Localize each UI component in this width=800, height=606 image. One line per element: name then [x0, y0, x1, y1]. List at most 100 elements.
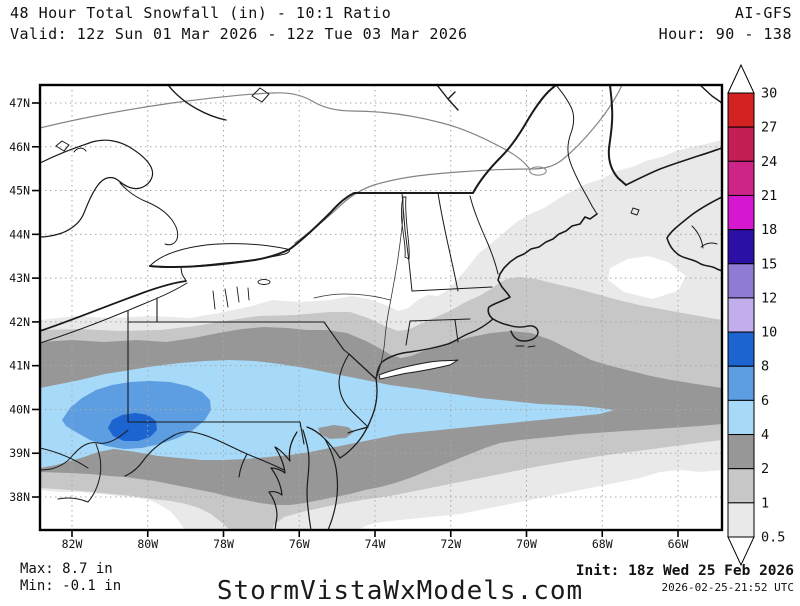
grand-manan-island: [630, 207, 640, 216]
pa-borders: [127, 297, 325, 445]
colorbar-cell: [727, 331, 755, 367]
header-row-2: Valid: 12z Sun 01 Mar 2026 - 12z Tue 03 …: [10, 25, 792, 43]
finger-lakes: [212, 279, 271, 310]
lat-tick-label: 38N: [9, 490, 30, 504]
georgian-bay-coast: [40, 139, 154, 238]
colorbar-tick-label: 21: [761, 188, 777, 204]
colorbar-tick-label: 8: [761, 359, 769, 375]
colorbar-cell: [727, 194, 755, 231]
longitude-axis: 82W 80W 78W 76W 74W 72W 70W 68W 66W: [62, 530, 689, 551]
colorbar-tick-label: 27: [761, 120, 777, 136]
nj-coastline: [339, 378, 378, 459]
lat-tick-label: 42N: [9, 315, 30, 329]
colorbar-cell: [727, 434, 755, 470]
lon-tick-label: 80W: [137, 537, 158, 551]
nantucket-marthas-vineyard: [515, 345, 536, 348]
snow-band-2in-island-nj: [318, 425, 354, 439]
delmarva-atlantic-coast: [324, 438, 339, 530]
ny-vt-border: [401, 192, 413, 292]
lon-tick-label: 68W: [592, 537, 613, 551]
latitude-axis: 47N 46N 45N 44N 43N 42N 41N 40N 39N 38N: [9, 96, 40, 504]
potomac-river: [124, 431, 285, 478]
snow-band-8in-max: [108, 413, 157, 441]
colorbar-cell: [727, 126, 755, 162]
colorbar-tick-label: 0.5: [761, 530, 785, 546]
st-john-river: [555, 85, 598, 215]
colorbar-cell: [727, 502, 755, 538]
min-value-label: Min: -0.1 in: [20, 578, 122, 594]
quebec-river-segment: [436, 85, 459, 111]
gulf-of-maine-white-hole: [608, 256, 686, 299]
init-utc-label: 2026-02-25-21:52 UTC: [661, 581, 794, 594]
hudson-river: [313, 197, 404, 380]
colorbar-tick-label: 30: [761, 86, 777, 102]
page-title: 48 Hour Total Snowfall (in) - 10:1 Ratio: [10, 4, 392, 22]
init-block: Init: 18z Wed 25 Feb 2026 2026-02-25-21:…: [576, 563, 794, 594]
lat-tick-label: 45N: [9, 184, 30, 198]
lat-tick-label: 41N: [9, 359, 30, 373]
colorbar-arrow-down-icon: [727, 536, 755, 567]
forecast-hour-label: Hour: 90 - 138: [658, 25, 792, 43]
ma-north-border: [411, 286, 493, 292]
lon-tick-label: 66W: [668, 537, 689, 551]
colorbar-tick-label: 24: [761, 154, 777, 170]
colorbar-tick-label: 6: [761, 393, 769, 409]
ny-nj-border: [348, 353, 377, 380]
lon-tick-label: 74W: [365, 537, 386, 551]
init-time-label: Init: 18z Wed 25 Feb 2026: [575, 563, 794, 579]
ohio-river-wv-borders: [40, 429, 129, 503]
nh-me-border: [469, 195, 499, 275]
nova-scotia-coast: [666, 196, 722, 272]
lat-tick-label: 39N: [9, 446, 30, 460]
colorbar-tick-label: 1: [761, 495, 769, 511]
lat-tick-label: 46N: [9, 140, 30, 154]
colorbar-tick-label: 10: [761, 325, 777, 341]
ma-south-ct-ri-borders: [405, 318, 471, 346]
map-frame: [38, 83, 724, 532]
model-label: AI-GFS: [734, 4, 792, 22]
long-island: [378, 359, 459, 380]
lat-tick-label: 44N: [9, 227, 30, 241]
colorbar-cell: [727, 263, 755, 299]
delaware-river-border: [323, 321, 369, 428]
geography-lines: [40, 85, 722, 530]
chesapeake-bay-west-shore: [268, 431, 298, 530]
colorbar-arrow-up-icon: [727, 63, 755, 94]
lake-erie-south-shore: [40, 282, 188, 344]
colorbar-tick-label: 4: [761, 427, 769, 443]
chaleur-coast-segment: [699, 85, 722, 104]
manitoulin-islets: [55, 140, 87, 153]
colorbar-cell: [727, 468, 755, 504]
colorbar-cell: [727, 92, 755, 128]
lon-tick-label: 76W: [289, 537, 310, 551]
colorbar-tick-label: 2: [761, 461, 769, 477]
ottawa-river: [40, 92, 530, 169]
niagara-river: [180, 267, 187, 282]
cape-cod-coastline: [507, 324, 539, 342]
colorbar-cell: [727, 365, 755, 401]
new-brunswick-coast: [625, 147, 722, 186]
lon-tick-label: 70W: [516, 537, 537, 551]
extremes-block: Max: 8.7 in Min: -0.1 in: [20, 561, 121, 595]
colorbar-cell: [727, 160, 755, 196]
maine-nb-border: [607, 85, 627, 186]
colorbar-tick-label: 12: [761, 290, 777, 306]
nova-scotia-inner: [691, 225, 718, 249]
lat-tick-label: 43N: [9, 271, 30, 285]
valid-period-label: Valid: 12z Sun 01 Mar 2026 - 12z Tue 03 …: [10, 25, 468, 43]
snowfall-shading: [40, 85, 722, 530]
ottawa-valley-lake: [251, 87, 270, 103]
lat-tick-label: 47N: [9, 96, 30, 110]
colorbar-tick-label: 15: [761, 256, 777, 272]
lon-tick-label: 78W: [213, 537, 234, 551]
montreal-island: [529, 166, 547, 176]
lon-tick-label: 72W: [440, 537, 461, 551]
maine-coastline: [487, 213, 598, 326]
lon-tick-label: 82W: [62, 537, 83, 551]
us-canada-border: [149, 85, 557, 269]
chesapeake-bay-east-shore: [302, 429, 312, 530]
